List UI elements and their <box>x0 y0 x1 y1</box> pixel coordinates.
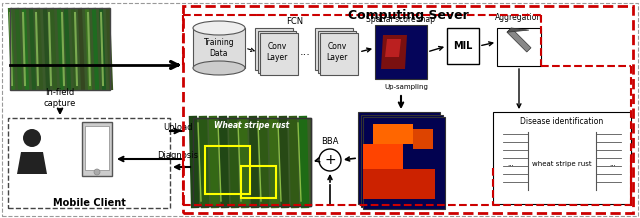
Text: ...: ... <box>610 161 616 167</box>
Bar <box>8 118 170 208</box>
Bar <box>497 28 541 66</box>
Bar <box>193 28 245 68</box>
Bar <box>447 28 479 64</box>
Polygon shape <box>507 28 531 52</box>
Circle shape <box>94 169 100 175</box>
Text: Aggregation: Aggregation <box>495 14 543 22</box>
Text: Conv
Layer: Conv Layer <box>266 42 288 62</box>
Bar <box>10 8 110 90</box>
Text: +: + <box>324 153 336 167</box>
Bar <box>241 166 276 198</box>
Text: FCN: FCN <box>287 17 303 27</box>
Bar <box>493 112 631 204</box>
Text: ...: ... <box>508 161 515 167</box>
Bar <box>193 118 311 206</box>
Bar <box>205 146 250 194</box>
Text: Upload: Upload <box>163 123 193 131</box>
Bar <box>320 33 358 75</box>
Text: Spatial score map: Spatial score map <box>367 15 435 24</box>
Text: Mobile Client: Mobile Client <box>52 198 125 208</box>
Text: Training
Data: Training Data <box>204 38 234 58</box>
Text: Diagnosis: Diagnosis <box>157 150 198 160</box>
Bar <box>255 28 293 70</box>
Text: ...: ... <box>300 47 310 57</box>
Bar <box>361 115 443 207</box>
Text: wheat stripe rust: wheat stripe rust <box>532 161 592 167</box>
Text: Conv
Layer: Conv Layer <box>326 42 348 62</box>
Bar <box>82 122 112 176</box>
Ellipse shape <box>193 21 245 35</box>
Text: Wheat stripe rust: Wheat stripe rust <box>214 121 290 129</box>
Bar <box>193 118 311 206</box>
Polygon shape <box>373 124 413 144</box>
Bar <box>375 25 427 79</box>
Polygon shape <box>413 129 433 149</box>
Ellipse shape <box>193 61 245 75</box>
Bar <box>85 126 109 170</box>
Text: Up-sampling: Up-sampling <box>384 84 428 90</box>
Bar <box>318 31 356 73</box>
Polygon shape <box>507 28 529 32</box>
Polygon shape <box>363 169 435 199</box>
Bar <box>260 33 298 75</box>
Polygon shape <box>385 39 401 57</box>
Text: BBA: BBA <box>321 138 339 146</box>
Text: Disease identification: Disease identification <box>520 118 604 126</box>
Text: MIL: MIL <box>453 41 473 51</box>
Text: Computing Sever: Computing Sever <box>348 10 468 22</box>
Text: In-field
capture: In-field capture <box>44 88 76 108</box>
Polygon shape <box>363 144 403 169</box>
Bar <box>315 28 353 70</box>
Bar <box>363 117 445 209</box>
Polygon shape <box>381 35 407 69</box>
Circle shape <box>319 149 341 171</box>
Circle shape <box>23 129 41 147</box>
Polygon shape <box>17 152 47 174</box>
Bar <box>358 112 440 204</box>
Bar <box>258 31 296 73</box>
Bar <box>10 8 110 90</box>
Bar <box>183 6 633 213</box>
